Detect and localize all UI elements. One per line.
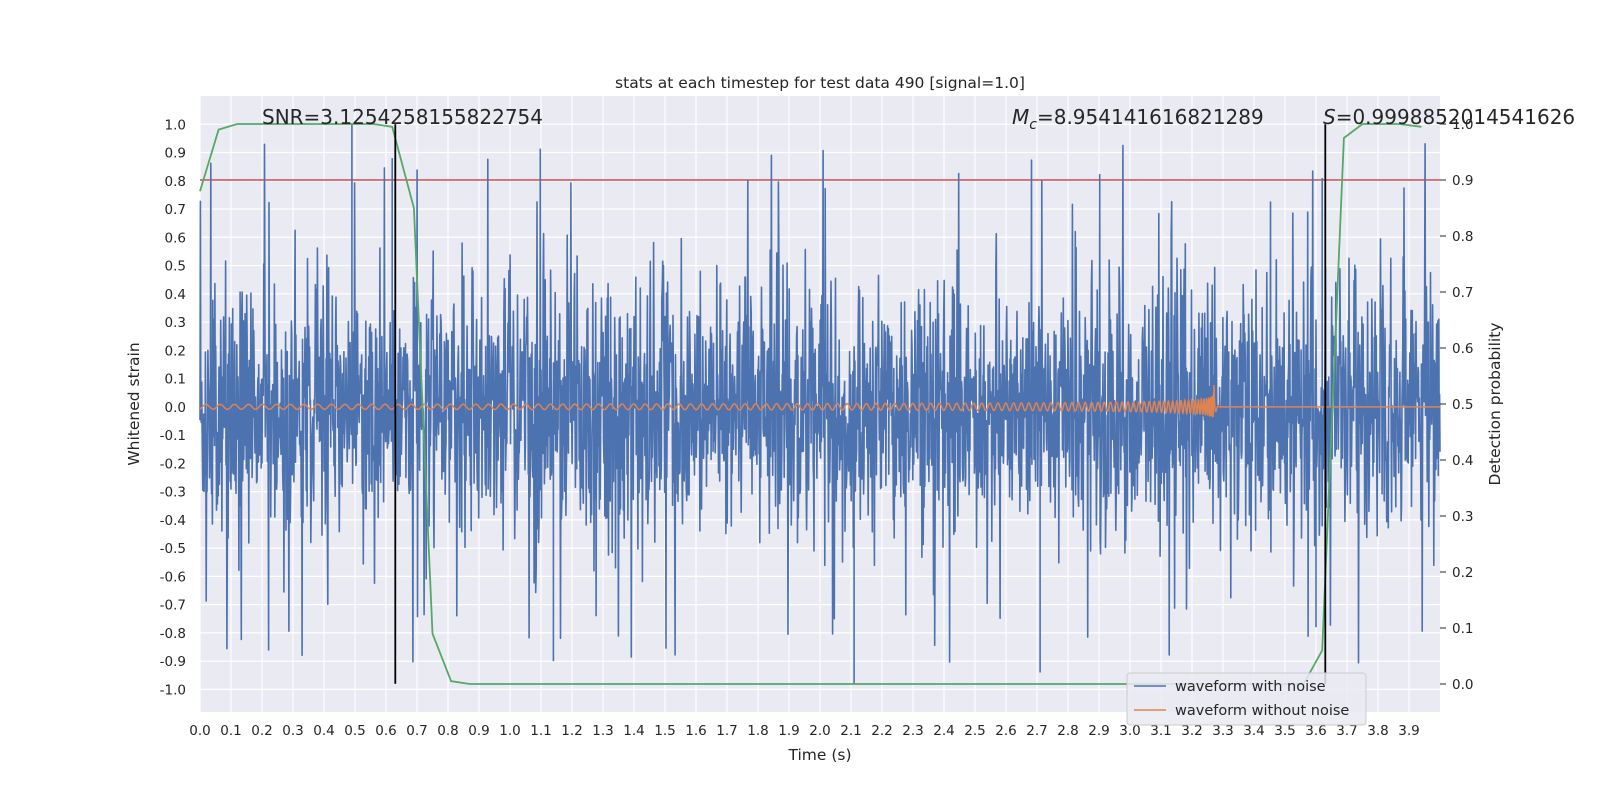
y-tick-label: 0.0	[165, 400, 186, 416]
series-waveform-without-noise	[199, 384, 1440, 418]
y2-axis-label: Detection probability	[1486, 323, 1504, 486]
x-tick-label: 3.6	[1305, 723, 1326, 739]
y2-tick-label: 0.1	[1452, 621, 1473, 637]
y-tick-label: -0.1	[160, 428, 186, 444]
y2-tick-label: 0.6	[1452, 341, 1473, 357]
x-tick-label: 0.4	[313, 723, 334, 739]
x-tick-label: 1.8	[747, 723, 768, 739]
y-tick-label: -0.3	[160, 485, 186, 501]
chart-title: stats at each timestep for test data 490…	[615, 74, 1025, 92]
x-tick-label: 2.6	[995, 723, 1016, 739]
x-tick-label: 2.3	[902, 723, 923, 739]
x-tick-label: 1.4	[623, 723, 644, 739]
x-tick-label: 3.9	[1398, 723, 1419, 739]
x-tick-label: 2.2	[871, 723, 892, 739]
y-tick-label: -0.6	[160, 569, 186, 585]
y2-tick-label: 1.0	[1452, 117, 1473, 133]
x-tick-label: 3.0	[1119, 723, 1140, 739]
x-tick-label: 1.7	[716, 723, 737, 739]
x-tick-label: 0.2	[251, 723, 272, 739]
s-annotation: S=0.9998852014541626	[1323, 105, 1575, 129]
s-symbol: S	[1323, 105, 1336, 129]
x-tick-label: 3.2	[1181, 723, 1202, 739]
y-tick-label: 0.8	[165, 174, 186, 190]
x-tick-label: 3.5	[1274, 723, 1295, 739]
x-tick-label: 2.7	[1026, 723, 1047, 739]
y2-tick-label: 0.3	[1452, 509, 1473, 525]
x-tick-label: 1.3	[592, 723, 613, 739]
y-tick-label: -0.8	[160, 626, 186, 642]
y-tick-label: 0.3	[165, 315, 186, 331]
x-tick-label: 3.1	[1150, 723, 1171, 739]
legend-box	[1126, 672, 1367, 726]
y-tick-label: 0.9	[165, 146, 186, 162]
mc-value: =8.954141616821289	[1037, 105, 1264, 129]
x-tick-label: 1.6	[685, 723, 706, 739]
legend: waveform with noise waveform without noi…	[1126, 672, 1367, 726]
legend-label-noise: waveform with noise	[1175, 679, 1326, 695]
x-axis-ticks: 0.0 0.1 0.2 0.3 0.4 0.5 0.6 0.7 0.8 0.9 1.0 1.1 1.2 1…	[189, 723, 1419, 739]
y-tick-label: -0.2	[160, 456, 186, 472]
y-tick-label: -0.5	[160, 541, 186, 557]
x-tick-label: 0.3	[282, 723, 303, 739]
x-tick-label: 1.0	[499, 723, 520, 739]
y-axis-ticks: 1.0 0.9 0.8 0.7 0.6 0.5 0.4 0.3 0.2 0.1 0.0 -0.1 -0.…	[160, 117, 186, 698]
x-tick-label: 2.1	[840, 723, 861, 739]
y-tick-label: 0.5	[165, 259, 186, 275]
y2-tick-label: 0.2	[1452, 565, 1473, 581]
mc-annotation: Mc=8.954141616821289	[1012, 105, 1264, 133]
x-tick-label: 0.5	[344, 723, 365, 739]
s-value: =0.9998852014541626	[1336, 105, 1575, 129]
series-detection-probability	[199, 123, 1422, 685]
y-tick-label: 0.6	[165, 230, 186, 246]
y2-tick-label: 0.4	[1452, 453, 1473, 469]
y-tick-label: -0.4	[160, 513, 186, 529]
x-tick-label: 2.5	[964, 723, 985, 739]
y2-tick-label: 0.5	[1452, 397, 1473, 413]
y-tick-label: 1.0	[165, 117, 186, 133]
y-tick-label: -1.0	[160, 682, 186, 698]
x-tick-label: 1.2	[561, 723, 582, 739]
x-tick-label: 2.4	[933, 723, 954, 739]
y2-tick-label: 0.9	[1452, 173, 1473, 189]
mc-symbol: M	[1012, 105, 1029, 129]
y2-axis-ticks: 1.0 0.9 0.8 0.7 0.6 0.5 0.4 0.3 0.2 0.1 0.0	[1440, 117, 1473, 693]
y2-tick-label: 0.0	[1452, 677, 1473, 693]
detection-probability-line	[199, 123, 1422, 685]
y-tick-label: 0.7	[165, 202, 186, 218]
x-axis-label: Time (s)	[787, 746, 851, 764]
x-tick-label: 0.1	[220, 723, 241, 739]
noisy-waveform-line	[199, 143, 1441, 664]
x-tick-label: 0.6	[375, 723, 396, 739]
x-tick-label: 2.9	[1088, 723, 1109, 739]
clean-waveform-line	[199, 384, 1440, 418]
y-tick-label: 0.1	[165, 372, 186, 388]
x-tick-label: 1.1	[530, 723, 551, 739]
x-tick-label: 2.0	[809, 723, 830, 739]
legend-label-clean: waveform without noise	[1175, 703, 1349, 719]
y-tick-label: 0.2	[165, 343, 186, 359]
y2-tick-label: 0.7	[1452, 285, 1473, 301]
snr-annotation: SNR=3.1254258155822754	[262, 105, 543, 129]
y2-tick-label: 0.8	[1452, 229, 1473, 245]
y-axis-label: Whitened strain	[125, 342, 143, 465]
mc-subscript: c	[1029, 117, 1037, 133]
x-tick-label: 3.4	[1243, 723, 1264, 739]
x-tick-label: 2.8	[1057, 723, 1078, 739]
y-tick-label: 0.4	[165, 287, 186, 303]
x-tick-label: 1.9	[778, 723, 799, 739]
x-tick-label: 3.7	[1336, 723, 1357, 739]
vertical-markers	[394, 124, 1327, 684]
x-tick-label: 3.8	[1367, 723, 1388, 739]
y-tick-label: -0.9	[160, 654, 186, 670]
x-tick-label: 3.3	[1212, 723, 1233, 739]
x-tick-label: 0.0	[189, 723, 210, 739]
x-tick-label: 0.7	[406, 723, 427, 739]
series-waveform-with-noise	[199, 124, 1441, 684]
x-tick-label: 0.9	[468, 723, 489, 739]
x-tick-label: 1.5	[654, 723, 675, 739]
y-tick-label: -0.7	[160, 598, 186, 614]
x-tick-label: 0.8	[437, 723, 458, 739]
